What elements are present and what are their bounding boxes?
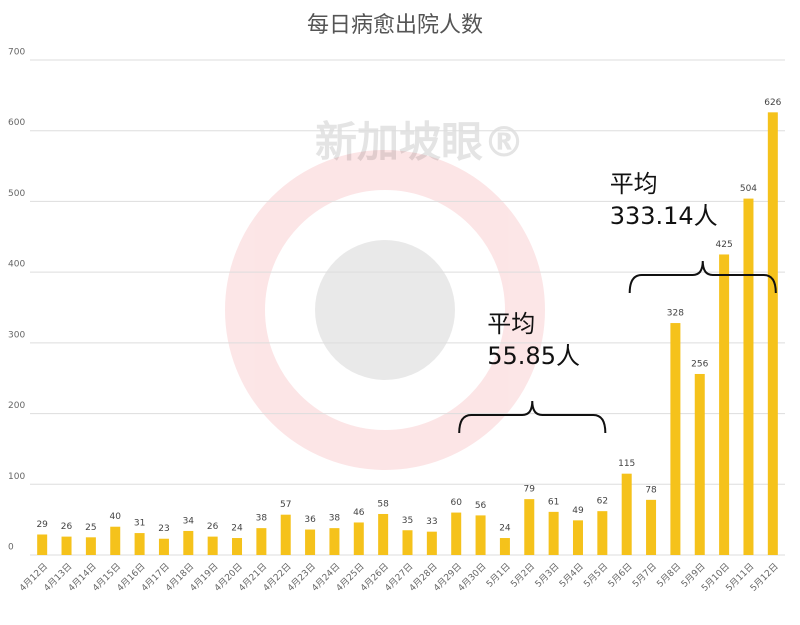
- data-label: 58: [377, 499, 389, 509]
- y-tick-label: 600: [8, 118, 25, 128]
- data-label: 26: [207, 522, 219, 532]
- data-label: 29: [36, 520, 48, 530]
- x-tick-label: 5月7日: [630, 561, 659, 590]
- data-label: 78: [645, 485, 657, 495]
- x-tick-label: 5月8日: [655, 561, 684, 590]
- bar: [767, 112, 778, 555]
- bar: [183, 530, 194, 555]
- bar: [524, 499, 535, 555]
- bar: [719, 254, 730, 555]
- bar: [158, 538, 169, 555]
- bar: [451, 512, 462, 555]
- data-label: 31: [134, 519, 145, 529]
- x-tick-label: 5月3日: [533, 561, 562, 590]
- bracket: [628, 260, 777, 294]
- bar: [499, 538, 510, 555]
- data-label: 38: [256, 514, 268, 524]
- bar: [256, 528, 267, 555]
- data-label: 49: [572, 506, 584, 516]
- y-tick-label: 200: [8, 401, 25, 411]
- bar: [548, 511, 559, 555]
- bar: [597, 511, 608, 555]
- bar: [402, 530, 413, 555]
- data-label: 328: [667, 309, 684, 319]
- y-tick-label: 100: [8, 472, 25, 482]
- bar: [646, 499, 657, 555]
- data-label: 57: [280, 500, 291, 510]
- data-label: 26: [61, 522, 73, 532]
- bar: [37, 534, 48, 555]
- data-label: 33: [426, 517, 437, 527]
- y-tick-label: 400: [8, 260, 25, 270]
- data-label: 626: [764, 98, 781, 108]
- y-tick-label: 700: [8, 48, 25, 58]
- data-label: 46: [353, 508, 365, 518]
- bar: [61, 536, 72, 555]
- watermark-logo: [225, 150, 545, 470]
- data-label: 56: [475, 501, 487, 511]
- data-label: 24: [231, 524, 243, 534]
- bar: [572, 520, 583, 555]
- annotation: 平均: [487, 310, 535, 338]
- x-tick-label: 5月1日: [484, 561, 513, 590]
- x-tick-label: 5月5日: [582, 561, 611, 590]
- bar: [134, 533, 145, 555]
- data-label: 61: [548, 497, 559, 507]
- data-label: 60: [450, 498, 462, 508]
- data-label: 115: [618, 459, 635, 469]
- bar: [475, 515, 486, 555]
- bar: [280, 514, 291, 555]
- y-tick-label: 300: [8, 330, 25, 340]
- data-label: 35: [402, 516, 413, 526]
- watermark: 新加坡眼®: [315, 118, 525, 167]
- data-label: 256: [691, 359, 708, 369]
- bar: [426, 531, 437, 555]
- y-tick-label: 0: [8, 543, 14, 553]
- bar: [207, 536, 218, 555]
- data-label: 425: [716, 240, 733, 250]
- x-tick-label: 5月4日: [557, 561, 586, 590]
- data-label: 504: [740, 184, 757, 194]
- bar: [232, 538, 243, 555]
- bar: [621, 473, 632, 555]
- annotation: 333.14人: [610, 202, 718, 230]
- x-tick-label: 5月6日: [606, 561, 635, 590]
- data-label: 79: [524, 485, 536, 495]
- y-tick-label: 500: [8, 189, 25, 199]
- data-label: 25: [85, 523, 96, 533]
- annotation: 55.85人: [487, 342, 580, 370]
- data-label: 36: [304, 515, 316, 525]
- x-tick-label: 5月2日: [509, 561, 538, 590]
- bar: [85, 537, 96, 555]
- bracket: [458, 400, 607, 434]
- bar: [329, 528, 340, 555]
- bar: [670, 323, 681, 555]
- data-label: 24: [499, 524, 511, 534]
- bar: [305, 529, 316, 555]
- data-label: 38: [329, 514, 341, 524]
- data-label: 62: [597, 497, 608, 507]
- bar: [743, 198, 754, 555]
- annotation: 平均: [610, 170, 658, 198]
- data-label: 40: [110, 512, 122, 522]
- chart-title: 每日病愈出院人数: [307, 13, 483, 38]
- bar: [110, 526, 121, 555]
- bar: [353, 522, 364, 555]
- bar: [378, 513, 389, 555]
- bar: [694, 373, 705, 555]
- data-label: 23: [158, 524, 169, 534]
- data-label: 34: [183, 516, 195, 526]
